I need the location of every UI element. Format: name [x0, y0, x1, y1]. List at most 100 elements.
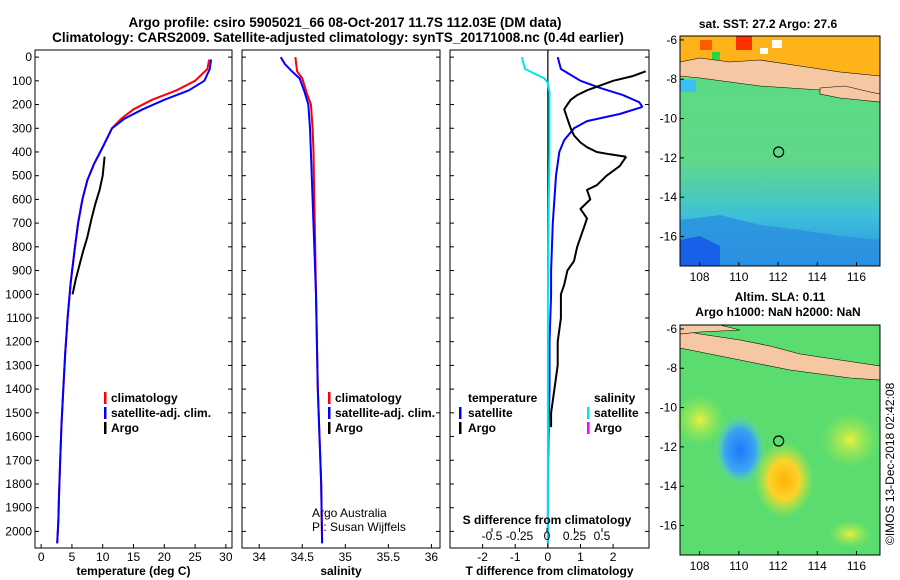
sla-weak-positive — [674, 394, 726, 446]
x-tick-label: 0 — [38, 550, 45, 564]
x-tick-label: 10 — [96, 550, 110, 564]
map-y-tick-label: -10 — [660, 112, 678, 126]
x-tick-label: 30 — [219, 550, 233, 564]
map-x-tick-label: 114 — [808, 270, 827, 284]
map-x-tick-label: 116 — [847, 559, 866, 573]
s-tick-label: 0.25 — [563, 529, 587, 543]
map-y-tick-label: -16 — [660, 519, 678, 533]
y-tick-label: 1700 — [5, 453, 32, 467]
legend-label: satellite-adj. clim. — [335, 406, 435, 420]
map-y-tick-label: -8 — [666, 72, 677, 86]
legend-label: climatology — [111, 391, 178, 405]
s-tick-label: 0.5 — [594, 529, 611, 543]
sla-map-subtitle: Argo h1000: NaN h2000: NaN — [695, 305, 860, 319]
y-tick-label: 1300 — [5, 358, 32, 372]
sla-negative-eddy — [714, 414, 766, 486]
legend-label: Argo — [111, 421, 139, 435]
sla-map: Altim. SLA: 0.11 Argo h1000: NaN h2000: … — [660, 290, 881, 573]
y-tick-label: 400 — [12, 145, 32, 159]
x-tick-label: 0 — [545, 550, 552, 564]
s-axis-label: S difference from climatology — [463, 513, 632, 527]
map-y-tick-label: -8 — [666, 361, 677, 375]
legend-label: satellite-adj. clim. — [111, 406, 211, 420]
x-tick-label: 20 — [158, 550, 172, 564]
map-x-tick-label: 116 — [847, 270, 866, 284]
series-line-2-3 — [550, 156, 628, 428]
s-tick-label: 0 — [544, 529, 551, 543]
temperature-panel: 0100200300400500600700800900100011001200… — [5, 49, 233, 578]
sst-cold-south — [680, 236, 720, 266]
sla-java-land — [679, 329, 881, 381]
y-tick-label: 200 — [12, 98, 32, 112]
map-y-tick-label: -12 — [660, 151, 678, 165]
legend-swatch — [104, 422, 107, 434]
map-y-tick-label: -16 — [660, 230, 678, 244]
sst-map: sat. SST: 27.2 Argo: 27.6 108 110 112 114 11… — [660, 17, 881, 284]
plot-frame-0 — [34, 49, 233, 549]
sst-cloud-patch-2 — [760, 48, 768, 54]
y-tick-label: 800 — [12, 240, 32, 254]
sst-cloud-patch — [772, 40, 782, 48]
x-tick-label: 34.5 — [291, 550, 315, 564]
legend-swatch — [459, 407, 462, 419]
y-tick-label: 1900 — [5, 501, 32, 515]
sst-cool-patch — [680, 80, 696, 92]
sst-map-title: sat. SST: 27.2 Argo: 27.6 — [699, 17, 838, 31]
map-y-tick-label: -12 — [660, 440, 678, 454]
x-axis-label: temperature (deg C) — [76, 564, 190, 578]
series-line-1-1 — [279, 56, 324, 544]
map-x-tick-label: 112 — [768, 270, 787, 284]
legend-swatch — [328, 422, 331, 434]
x-tick-label: 2 — [610, 550, 617, 564]
y-tick-label: 1600 — [5, 430, 32, 444]
sst-argo-location-marker — [773, 146, 785, 158]
legend-swatch — [459, 422, 462, 434]
x-tick-label: 5 — [69, 550, 76, 564]
x-tick-label: 35 — [339, 550, 353, 564]
map-x-tick-label: 110 — [729, 270, 748, 284]
sst-hot-patch — [700, 40, 712, 50]
map-y-tick-label: -6 — [666, 322, 677, 336]
legend-swatch — [104, 407, 107, 419]
series-line-2-2 — [520, 56, 551, 544]
sla-weak-positive-3 — [828, 520, 872, 548]
y-tick-label: 1100 — [6, 311, 32, 325]
header-line2: Climatology: CARS2009. Satellite-adjuste… — [52, 30, 624, 45]
x-axis-label: T difference from climatology — [465, 564, 633, 578]
s-tick-label: -0.25 — [506, 529, 534, 543]
sst-cool-south — [680, 215, 880, 266]
legend-title-salinity: salinity — [594, 391, 636, 405]
annotation-line: PI: Susan Wijffels — [312, 520, 406, 534]
series-line-0-2 — [71, 156, 106, 295]
map-x-tick-label: 114 — [808, 559, 827, 573]
series-line-2-4 — [563, 70, 647, 158]
legend-swatch — [328, 407, 331, 419]
y-tick-label: 700 — [12, 216, 32, 230]
y-tick-label: 600 — [12, 192, 32, 206]
map-y-tick-label: -10 — [660, 401, 678, 415]
plot-frame-1 — [241, 49, 441, 549]
x-tick-label: 25 — [188, 550, 202, 564]
series-line-0-1 — [56, 59, 213, 544]
sst-hot-patch-2 — [736, 36, 752, 50]
difference-panel: -2 -1 0 1 2T difference from climatology temp… — [449, 49, 650, 578]
y-tick-label: 900 — [12, 264, 32, 278]
legend-label: satellite — [468, 406, 513, 420]
legend-label: satellite — [594, 406, 639, 420]
y-tick-label: 0 — [25, 50, 32, 64]
sla-frame — [679, 324, 881, 556]
legend-swatch — [328, 392, 331, 404]
legend-label: climatology — [335, 391, 402, 405]
sst-map-axes: 108 110 112 114 116 -6 -8 -10 -12 -14 -16 — [660, 33, 867, 284]
sst-green-patch — [712, 52, 720, 60]
salinity-panel: 34 34.5 35 35.5 36 salinity climatologysatelli… — [241, 49, 441, 578]
map-x-tick-label: 110 — [729, 559, 748, 573]
y-tick-label: 1800 — [5, 477, 32, 491]
y-tick-label: 1400 — [5, 382, 32, 396]
map-x-tick-label: 112 — [768, 559, 787, 573]
sla-map-title: Altim. SLA: 0.11 — [735, 290, 826, 304]
y-tick-label: 2000 — [5, 524, 32, 538]
header-line1: Argo profile: csiro 5905021_66 08-Oct-20… — [129, 15, 562, 30]
map-y-tick-label: -14 — [660, 479, 678, 493]
